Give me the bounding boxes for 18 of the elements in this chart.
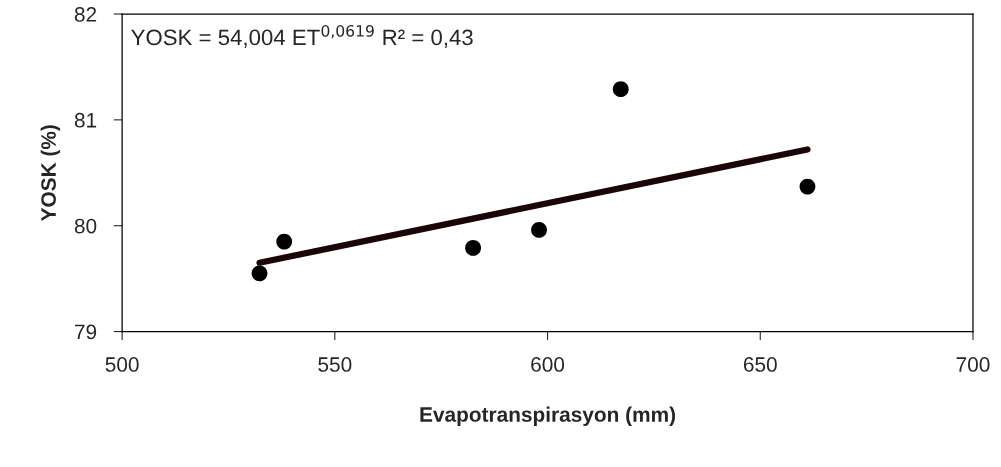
point bbox=[251, 265, 268, 282]
x-tick-label: 600 bbox=[531, 357, 565, 372]
point bbox=[465, 240, 482, 256]
y-tick-label: 82 bbox=[74, 7, 97, 22]
y-tick-label: 79 bbox=[75, 324, 97, 340]
y-tick-label: 81 bbox=[74, 112, 97, 128]
y-axis-title: YOSK (%) bbox=[40, 125, 61, 222]
annotation: YOSK = 54,004 ET$^{0,0619}$ R² = 0,43 bbox=[131, 24, 473, 48]
point bbox=[276, 233, 293, 250]
point bbox=[531, 222, 547, 238]
x-tick-label: 550 bbox=[318, 357, 352, 372]
x-tick-label: 500 bbox=[105, 357, 139, 372]
x-axis-title: Evapotranspirasyon (mm) bbox=[420, 406, 676, 426]
x-tick-label: 700 bbox=[956, 357, 990, 372]
point bbox=[799, 178, 816, 195]
x-tick-label: 650 bbox=[743, 357, 777, 372]
y-tick-label: 80 bbox=[74, 218, 97, 234]
point bbox=[612, 81, 629, 98]
